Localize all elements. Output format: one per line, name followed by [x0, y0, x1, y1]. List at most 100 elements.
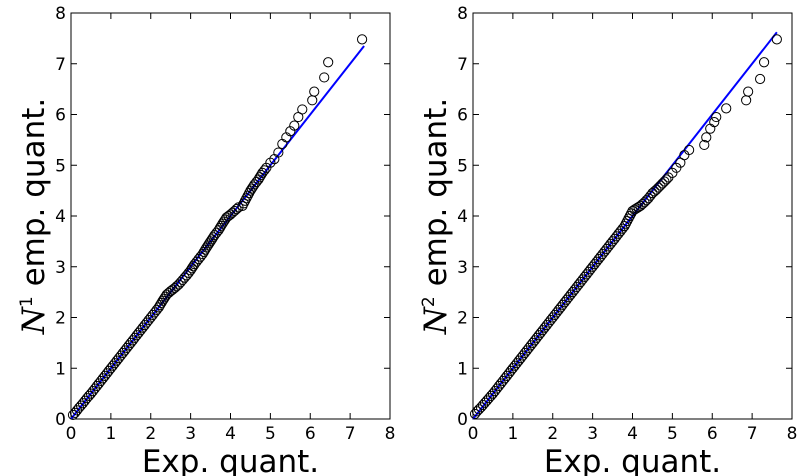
data-point	[139, 320, 150, 331]
y-tick-label: 0	[457, 410, 468, 430]
data-point	[579, 271, 590, 282]
data-point	[603, 241, 614, 252]
data-point	[133, 327, 144, 338]
data-point	[626, 208, 637, 219]
data-point	[103, 365, 114, 376]
data-point	[535, 327, 546, 338]
data-point	[507, 363, 518, 374]
data-point	[605, 238, 616, 250]
data-point	[501, 370, 512, 381]
y-axis-label-text: emp. quant.	[418, 98, 454, 297]
x-tick-label: 2	[547, 424, 558, 444]
y-tick-label: 2	[457, 309, 468, 329]
data-point	[229, 205, 240, 217]
data-point	[117, 347, 128, 359]
data-point	[721, 103, 732, 114]
data-point	[661, 174, 672, 185]
data-point	[607, 236, 618, 247]
data-point	[597, 248, 608, 260]
data-point	[581, 269, 592, 280]
x-tick-label: 6	[707, 424, 718, 444]
data-point	[657, 178, 668, 189]
data-point	[559, 297, 570, 308]
data-point	[149, 307, 160, 318]
data-point	[189, 259, 200, 270]
data-point	[743, 86, 754, 97]
data-point	[533, 330, 544, 341]
data-point	[129, 332, 140, 343]
data-point	[503, 368, 514, 379]
data-point	[711, 111, 722, 123]
data-point	[261, 162, 272, 173]
data-point	[613, 228, 624, 239]
data-point	[285, 126, 296, 137]
y-tick-label: 7	[457, 55, 468, 75]
data-point	[671, 162, 682, 173]
x-tick-label: 8	[385, 424, 396, 444]
data-point	[569, 284, 580, 295]
data-point	[220, 214, 231, 225]
data-point	[259, 165, 270, 176]
data-point	[643, 193, 654, 204]
data-point	[519, 347, 530, 359]
data-point	[667, 167, 678, 178]
data-point	[499, 373, 510, 384]
y-tick-label: 0	[55, 410, 66, 430]
y-tick-label: 5	[55, 156, 66, 176]
data-point	[573, 279, 584, 290]
data-point	[273, 147, 284, 158]
data-point	[249, 179, 260, 190]
data-point	[85, 388, 97, 399]
data-point	[193, 254, 204, 265]
data-point	[577, 274, 588, 285]
y-axis-label-sup: 1	[17, 296, 37, 307]
data-point	[107, 360, 118, 371]
data-point	[101, 368, 112, 379]
data-point	[257, 167, 268, 178]
data-point	[87, 385, 99, 397]
data-point	[593, 254, 604, 265]
data-point	[356, 34, 368, 45]
data-point	[587, 261, 598, 272]
data-point	[489, 385, 501, 397]
x-axis-label: Exp. quant.	[142, 444, 319, 476]
data-point	[555, 302, 566, 313]
data-point	[655, 180, 666, 191]
data-point	[575, 276, 586, 288]
data-point	[639, 197, 650, 208]
data-point	[109, 358, 120, 369]
data-point	[553, 304, 564, 315]
x-tick-label: 4	[627, 424, 638, 444]
y-tick-label: 7	[55, 55, 66, 75]
data-point	[123, 340, 134, 351]
data-point	[131, 330, 142, 341]
data-point	[471, 406, 483, 417]
data-point	[701, 132, 712, 143]
data-point	[95, 375, 107, 387]
data-point	[591, 256, 602, 267]
data-point	[567, 287, 578, 298]
data-point	[69, 407, 81, 419]
data-point	[709, 117, 720, 128]
data-point	[309, 86, 320, 97]
data-point	[537, 325, 548, 336]
y-tick-label: 8	[457, 4, 468, 24]
data-point	[615, 226, 626, 237]
data-point	[525, 340, 536, 351]
y-tick-label: 1	[55, 359, 66, 379]
x-tick-label: 7	[747, 424, 758, 444]
data-point	[141, 317, 152, 328]
data-point	[115, 350, 126, 361]
data-point	[585, 264, 596, 275]
data-point	[705, 123, 716, 134]
data-point	[137, 322, 148, 333]
x-tick-label: 4	[225, 424, 236, 444]
y-tick-label: 2	[55, 309, 66, 329]
data-point	[517, 350, 528, 361]
data-point	[699, 139, 710, 151]
data-point	[565, 289, 576, 300]
y-axis-label: N1 emp. quant.	[16, 98, 52, 335]
data-point	[125, 337, 136, 348]
